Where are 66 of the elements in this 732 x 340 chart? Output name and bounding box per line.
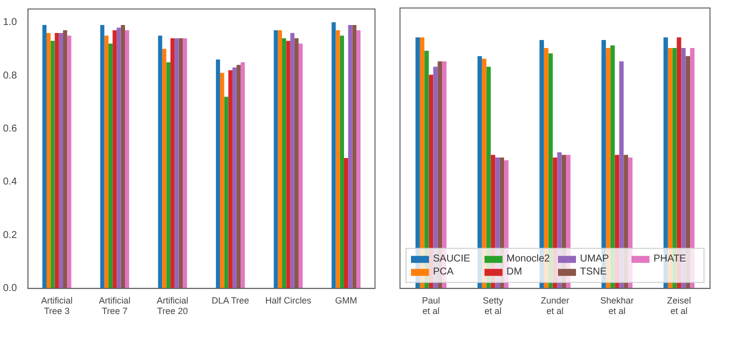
x-tick-label: GMM	[335, 295, 358, 306]
bar	[348, 24, 352, 288]
bar	[220, 72, 224, 288]
x-tick-label: Artificial Tree 3	[41, 295, 73, 316]
legend-label: PHATE	[654, 254, 686, 265]
y-tick-label: 0.6	[2, 123, 18, 134]
bar	[100, 24, 104, 288]
x-tick-label: Paul et al	[422, 295, 440, 316]
x-tick-label: Shekhar et al	[600, 295, 634, 316]
bar	[67, 36, 72, 288]
legend-label: UMAP	[580, 254, 610, 265]
bar	[112, 30, 117, 288]
y-tick-label: 0.2	[2, 230, 18, 241]
bar	[162, 48, 166, 288]
bar	[158, 36, 162, 288]
bar	[104, 36, 108, 288]
bar	[344, 158, 348, 288]
x-tick-label: Zunder et al	[540, 295, 570, 316]
bar	[125, 30, 130, 288]
x-tick-label: DLA Tree	[212, 295, 250, 306]
bar	[216, 60, 220, 288]
x-tick-label: Artificial Tree 20	[156, 295, 188, 316]
bar	[42, 24, 46, 288]
bar	[356, 30, 361, 288]
bar	[120, 24, 126, 288]
bar	[182, 38, 187, 288]
bar	[274, 30, 278, 288]
bar	[54, 32, 59, 288]
bar	[236, 64, 241, 288]
bar	[63, 30, 68, 288]
legend-label: PCA	[433, 266, 454, 278]
bar	[332, 22, 336, 288]
bar	[46, 32, 51, 288]
y-tick-label: 0.8	[2, 70, 18, 82]
y-tick-label: 1.0	[2, 17, 18, 28]
bar	[232, 68, 237, 288]
bar	[174, 38, 179, 288]
bar	[50, 40, 55, 288]
bar	[108, 44, 113, 288]
bar	[170, 38, 175, 288]
legend-label: TSNE	[580, 266, 607, 278]
bar	[116, 28, 121, 288]
bar	[294, 38, 299, 288]
bar	[340, 36, 344, 288]
bar	[58, 32, 64, 288]
bar	[224, 96, 228, 288]
legend-label: DM	[506, 266, 522, 278]
x-tick-label: Zeisel et al	[666, 295, 692, 316]
bar	[240, 62, 245, 288]
bar	[298, 44, 303, 288]
bar	[352, 24, 356, 288]
y-tick-label: 0.0	[2, 283, 18, 294]
legend-label: Monocle2	[506, 254, 550, 265]
bar	[178, 38, 183, 288]
y-tick-label: 0.4	[2, 176, 18, 188]
bar	[282, 38, 286, 288]
bar	[290, 32, 294, 288]
bar	[228, 70, 232, 288]
x-tick-label: Artificial Tree 7	[98, 295, 130, 316]
bar	[166, 62, 170, 288]
bar	[286, 40, 290, 288]
bar	[278, 30, 282, 288]
bar	[336, 30, 340, 288]
x-tick-label: Half Circles	[265, 295, 312, 306]
legend-label: SAUCIE	[433, 254, 471, 265]
x-tick-label: Setty et al	[482, 295, 504, 316]
